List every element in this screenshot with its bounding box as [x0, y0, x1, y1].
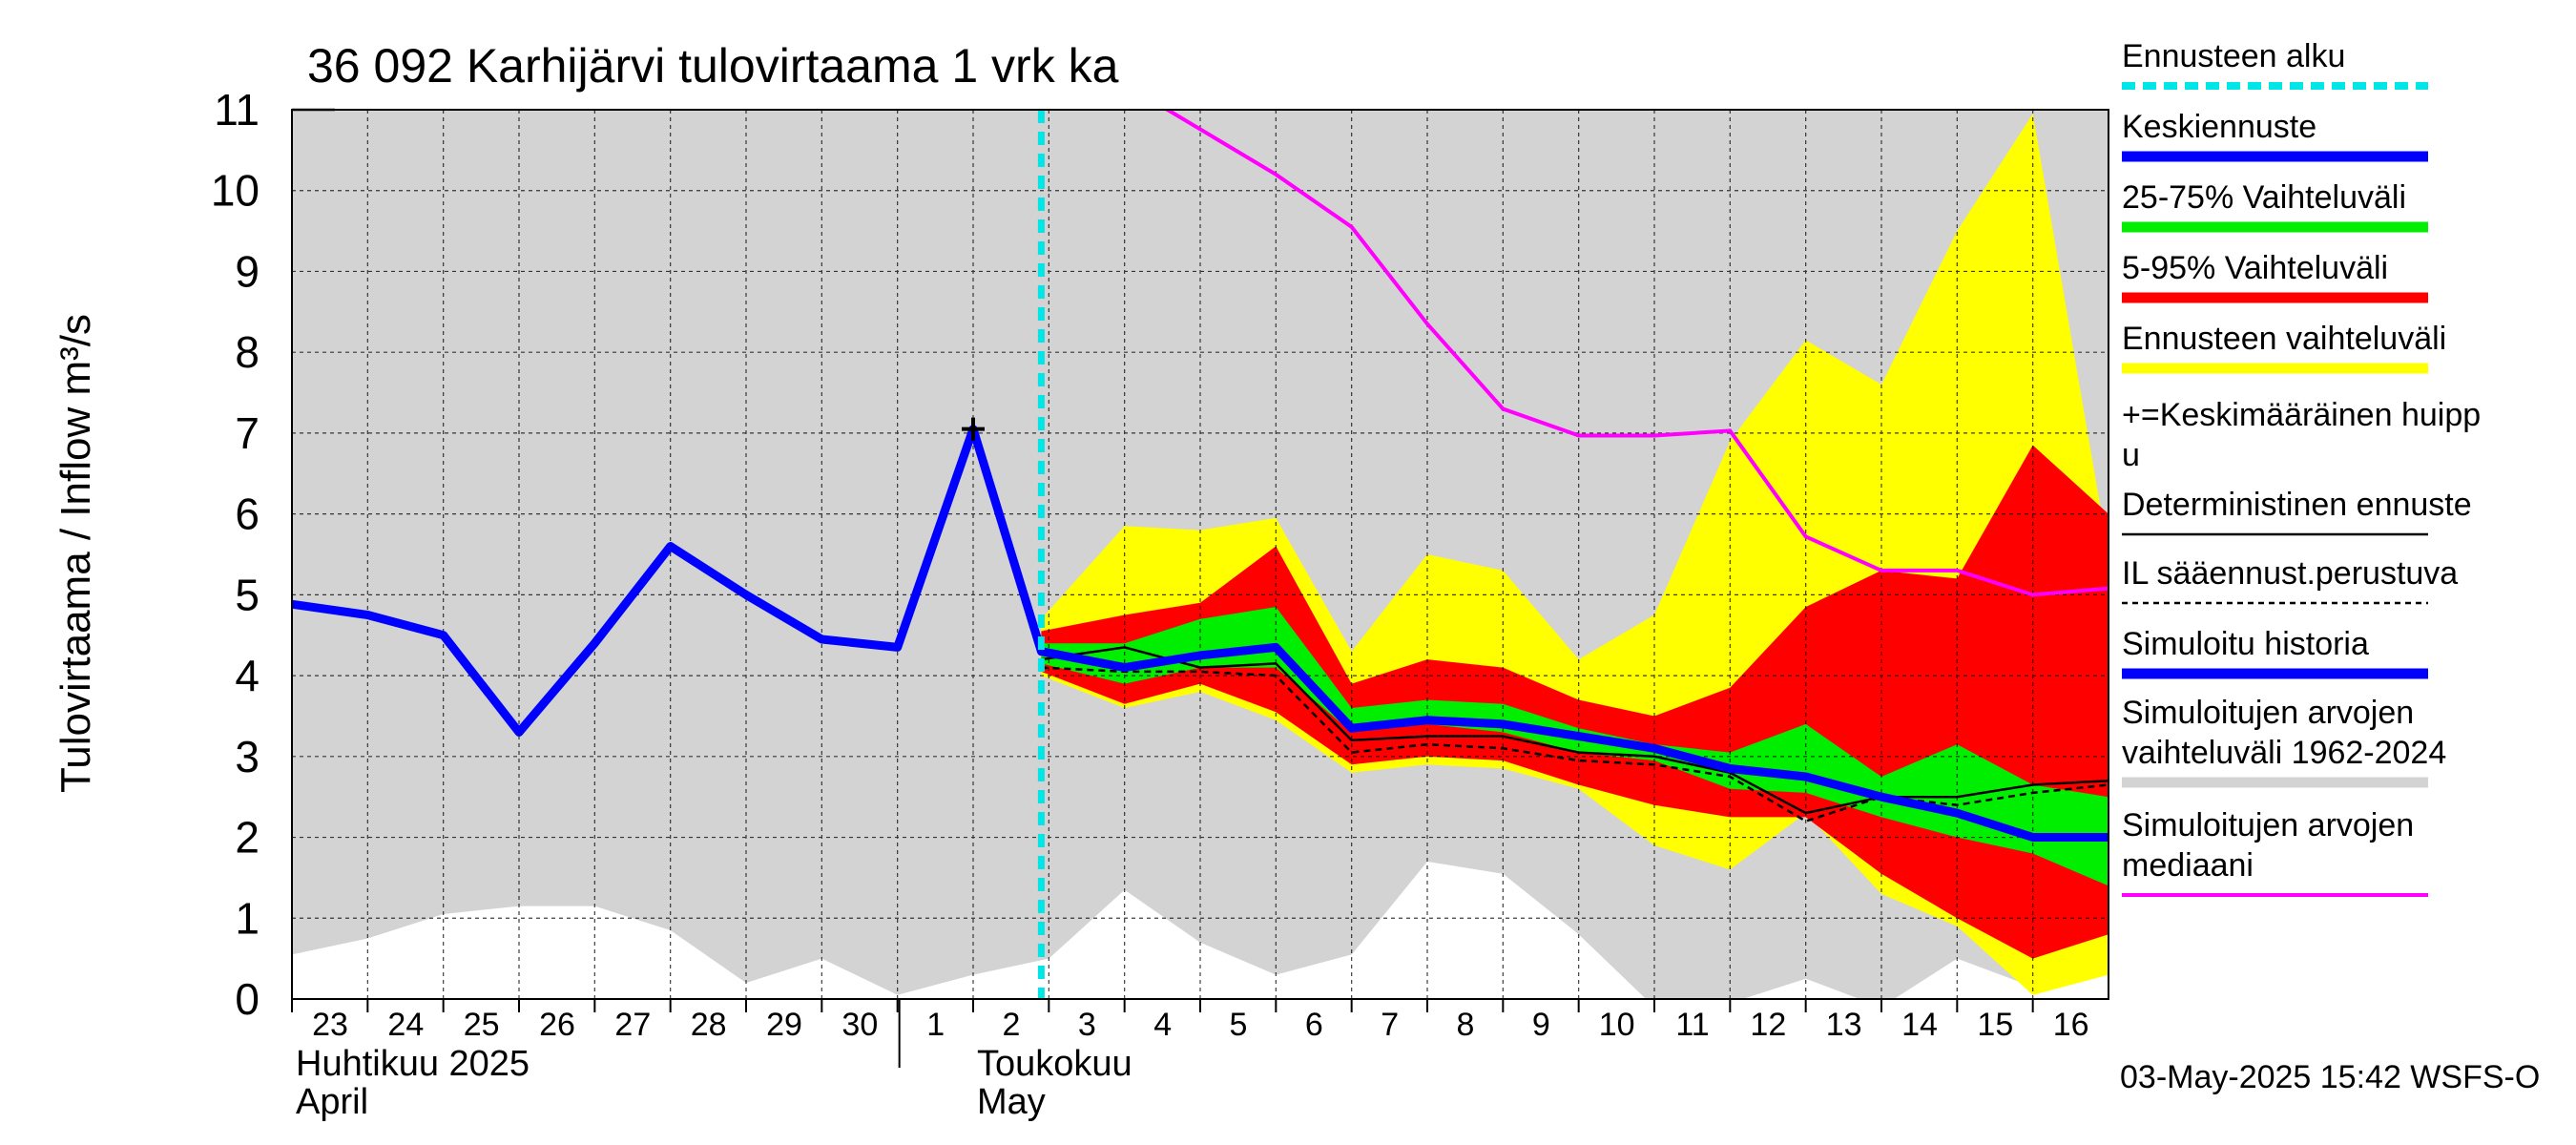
x-tick-label: 1: [926, 1007, 945, 1043]
legend-label: IL sääennust.perustuva: [2122, 555, 2458, 592]
month-label-fi: Huhtikuu 2025: [296, 1044, 530, 1084]
x-tick-label: 9: [1532, 1007, 1550, 1043]
y-tick-label: 3: [235, 732, 260, 781]
legend-label: Ennusteen alku: [2122, 38, 2345, 74]
legend-label: 25-75% Vaihteluväli: [2122, 179, 2406, 216]
x-tick-label: 4: [1153, 1007, 1172, 1043]
legend-label-line2: u: [2122, 437, 2140, 473]
legend-label: Ennusteen vaihteluväli: [2122, 321, 2446, 357]
il-forecast-line: [1041, 666, 2109, 822]
chart-title: 36 092 Karhijärvi tulovirtaama 1 vrk ka: [307, 39, 1119, 93]
x-tick-label: 28: [691, 1007, 727, 1043]
x-tick-label: 8: [1457, 1007, 1475, 1043]
x-tick-label: 7: [1381, 1007, 1399, 1043]
x-tick-label: 29: [766, 1007, 802, 1043]
x-tick-label: 12: [1750, 1007, 1786, 1043]
x-tick-label: 11: [1675, 1007, 1709, 1043]
legend-label: Keskiennuste: [2122, 109, 2316, 145]
legend-label-line2: mediaani: [2122, 847, 2254, 884]
timestamp: 03-May-2025 15:42 WSFS-O: [2120, 1059, 2540, 1095]
y-tick-label: 1: [235, 893, 260, 943]
legend-label-line2: vaihteluväli 1962-2024: [2122, 735, 2446, 771]
legend-label: Simuloitujen arvojen: [2122, 695, 2414, 731]
y-tick-label: 4: [235, 651, 260, 700]
month-label-en: April: [296, 1082, 368, 1122]
y-tick-label: 6: [235, 489, 260, 539]
x-tick-label: 3: [1078, 1007, 1096, 1043]
x-tick-label: 10: [1599, 1007, 1635, 1043]
x-tick-label: 27: [614, 1007, 651, 1043]
legend-label: 5-95% Vaihteluväli: [2122, 250, 2388, 286]
mean-forecast-line: [292, 425, 2109, 842]
y-tick-label: 11: [214, 85, 260, 135]
mean-peak-marker: [962, 417, 985, 441]
legend-label: +=Keskimääräinen huipp: [2122, 397, 2481, 433]
x-tick-label: 15: [1977, 1007, 2013, 1043]
x-tick-label: 24: [387, 1007, 424, 1043]
x-tick-label: 25: [464, 1007, 500, 1043]
y-tick-label: 10: [211, 166, 260, 216]
plot-clip-group: [292, 110, 2109, 999]
y-tick-label: 2: [235, 813, 260, 863]
y-tick-label: 0: [235, 974, 260, 1024]
legend-label: Simuloitu historia: [2122, 626, 2369, 662]
x-tick-label: 26: [539, 1007, 575, 1043]
median-line: [1163, 110, 2109, 597]
legend: Ennusteen alku Keskiennuste 25-75% Vaihtel…: [2122, 38, 2481, 897]
grid-lines: [292, 110, 2109, 999]
y-axis-label: Tulovirtaama / Inflow m³/s: [52, 314, 99, 793]
x-tick-label: 5: [1230, 1007, 1248, 1043]
y-tick-label: 5: [235, 570, 260, 619]
deterministic-line: [1041, 646, 2109, 815]
month-label-fi: Toukokuu: [977, 1044, 1132, 1084]
legend-label: Deterministinen ennuste: [2122, 487, 2472, 523]
x-tick-label: 16: [2053, 1007, 2089, 1043]
p5-95-band: [1041, 445, 2109, 959]
x-tick-label: 14: [1901, 1007, 1938, 1043]
x-tick-label: 30: [841, 1007, 878, 1043]
x-tick-label: 6: [1305, 1007, 1323, 1043]
x-tick-label: 23: [312, 1007, 348, 1043]
month-label-en: May: [977, 1082, 1046, 1122]
x-tick-label: 2: [1003, 1007, 1021, 1043]
x-tick-label: 13: [1826, 1007, 1862, 1043]
y-tick-label: 8: [235, 327, 260, 377]
legend-label: Simuloitujen arvojen: [2122, 807, 2414, 843]
y-tick-label: 7: [235, 408, 260, 458]
y-tick-label: 9: [235, 246, 260, 296]
